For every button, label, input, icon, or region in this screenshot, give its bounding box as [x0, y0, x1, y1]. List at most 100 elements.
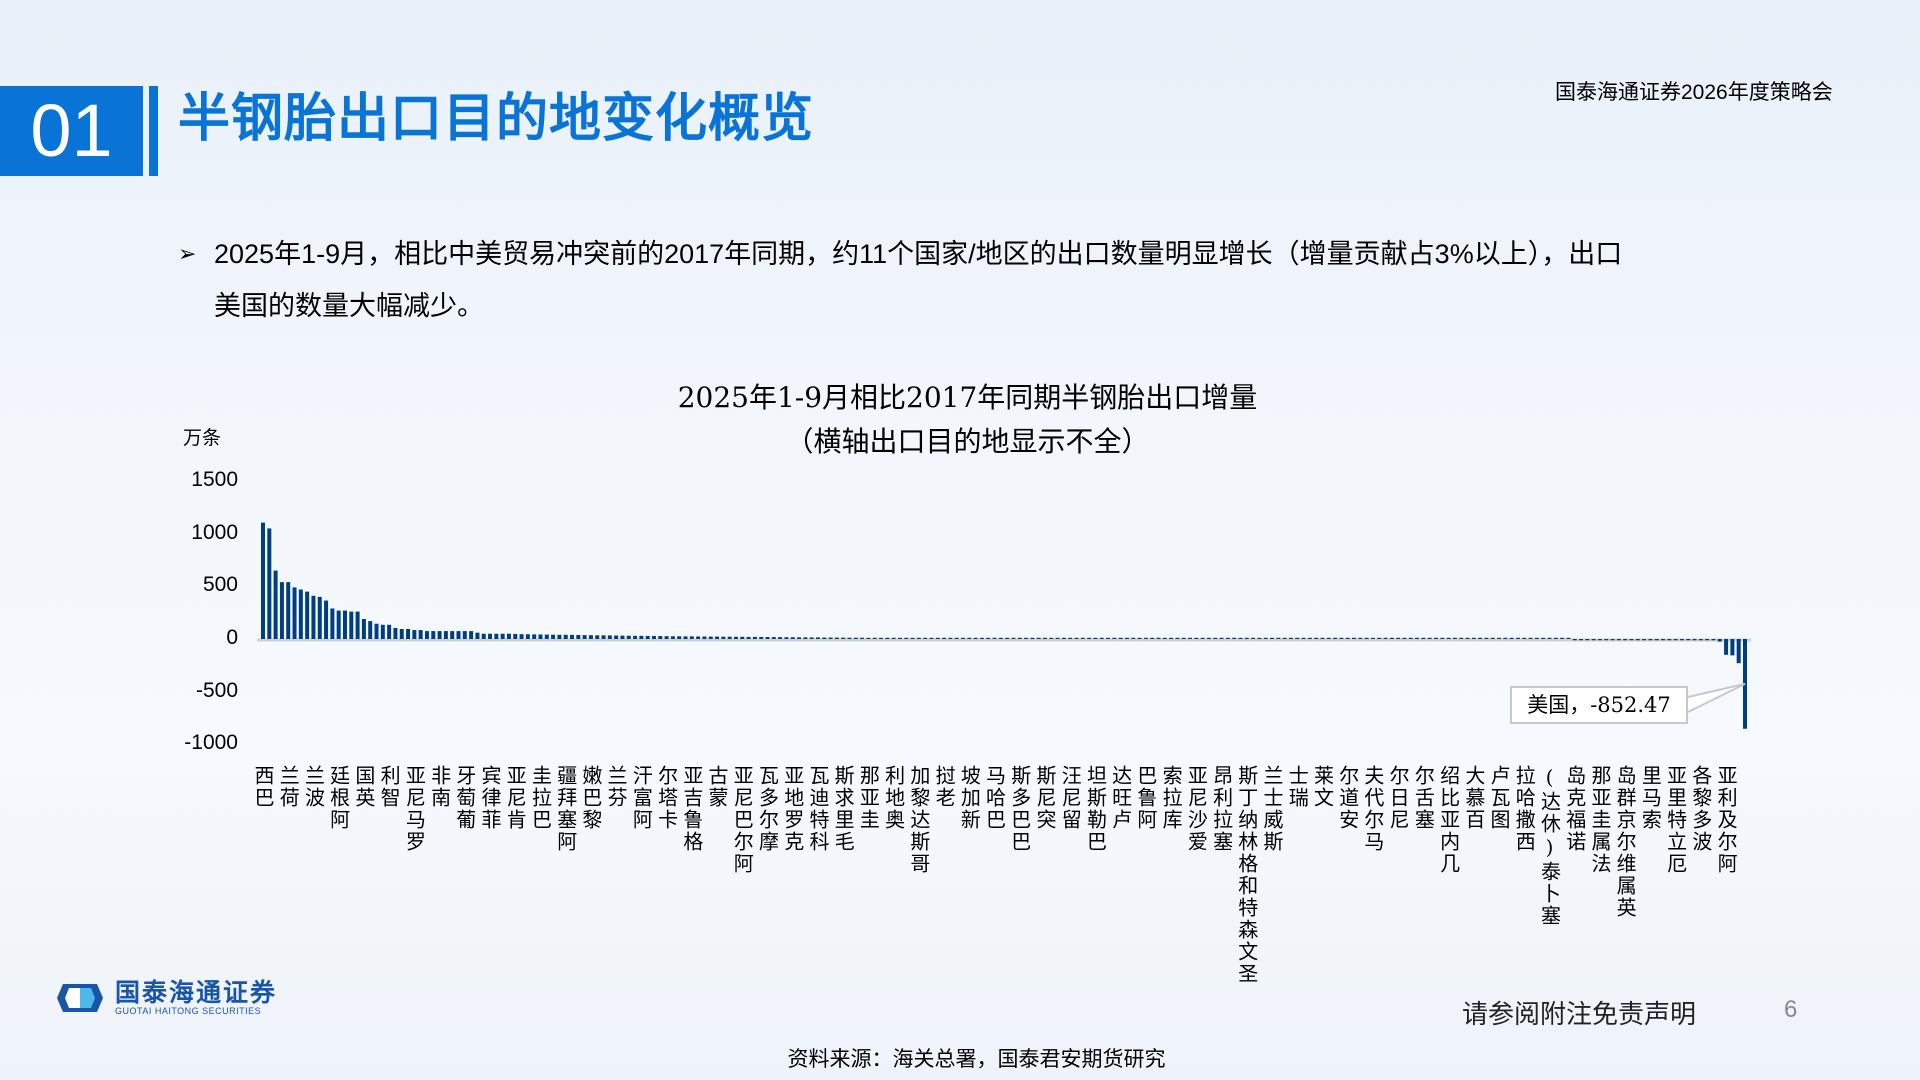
x-tick-label: 图瓦卢: [1487, 765, 1512, 831]
bar: [1333, 637, 1338, 639]
bar: [424, 631, 429, 639]
logo-text: 国泰海通证券: [115, 979, 278, 1007]
bar: [1686, 639, 1691, 641]
x-tick-label: 肯尼亚: [503, 765, 528, 831]
x-tick-label: 西撒哈拉: [1512, 765, 1537, 853]
bar: [330, 608, 335, 639]
bar: [1232, 637, 1237, 639]
bar: [1074, 637, 1079, 639]
bar: [1724, 639, 1729, 655]
x-tick-label: 英属维尔京群岛: [1613, 765, 1638, 919]
bar: [292, 587, 297, 639]
x-tick-label: 格鲁吉亚: [679, 765, 704, 853]
bar: [1188, 637, 1193, 639]
bar: [715, 636, 720, 639]
bar: [1017, 637, 1022, 639]
bar: [1509, 637, 1514, 639]
x-tick-label: 斯威士兰: [1260, 765, 1285, 853]
bar: [1553, 637, 1558, 639]
bar: [1036, 637, 1041, 639]
bar: [399, 628, 404, 639]
logo-icon: [57, 984, 103, 1012]
bar: [1042, 637, 1047, 639]
bar: [1452, 637, 1457, 639]
bar: [651, 636, 656, 639]
bar: [929, 637, 934, 639]
bar: [853, 637, 858, 639]
bar: [948, 637, 953, 639]
bar: [1591, 639, 1596, 641]
bar: [1124, 637, 1129, 639]
bar: [469, 631, 474, 639]
x-tick-label: 毛里求斯: [831, 765, 856, 853]
bar: [1661, 639, 1666, 641]
x-tick-label: 阿富汗: [629, 765, 654, 831]
bar: [342, 610, 347, 639]
bar: [595, 635, 600, 639]
bullet-text: 2025年1-9月，相比中美贸易冲突前的2017年同期，约11个国家/地区的出口…: [214, 239, 1623, 321]
bar: [891, 637, 896, 639]
bar: [601, 635, 606, 639]
bar: [349, 611, 354, 639]
x-tick-label: 阿尔巴尼亚: [730, 765, 755, 875]
annotation-pointer: [1687, 682, 1746, 713]
bar: [1648, 639, 1653, 641]
bar: [513, 633, 518, 639]
bar: [1244, 637, 1249, 639]
bar: [860, 637, 865, 639]
bar: [1194, 637, 1199, 639]
bar: [1547, 637, 1552, 639]
bar: [1698, 639, 1703, 641]
bar: [1560, 637, 1565, 639]
bar: [1478, 637, 1483, 639]
bar: [538, 634, 543, 639]
bar: [633, 635, 638, 639]
bar: [696, 636, 701, 639]
bar: [576, 634, 581, 639]
bar: [815, 637, 820, 639]
x-tick-label: 芬兰: [604, 765, 629, 809]
bar: [1061, 637, 1066, 639]
bar: [519, 634, 524, 639]
x-tick-label: 卡塔尔: [654, 765, 679, 831]
bar: [1326, 637, 1331, 639]
x-tick-label: 巴西: [251, 765, 275, 809]
bar: [954, 637, 959, 639]
bar: [1301, 637, 1306, 639]
y-tick-label: 500: [202, 573, 238, 597]
bar: [456, 631, 461, 639]
bar: [1484, 637, 1489, 639]
bar: [1402, 637, 1407, 639]
x-tick-label: 突尼斯: [1032, 765, 1057, 831]
bar: [1635, 639, 1640, 641]
bar: [1654, 639, 1659, 641]
bar: [1270, 637, 1275, 639]
bar: [1717, 639, 1722, 642]
x-tick-label: 库拉索: [1159, 765, 1184, 831]
x-tick-label: 葡萄牙: [452, 765, 477, 831]
bar: [1579, 639, 1584, 641]
bar: [1131, 637, 1136, 639]
bar: [380, 624, 385, 639]
bar: [935, 637, 940, 639]
bar: [261, 522, 265, 639]
y-tick-label: -500: [195, 678, 238, 702]
page-number: 6: [1784, 996, 1798, 1023]
bar: [746, 636, 751, 639]
section-divider: [149, 86, 158, 176]
bar: [740, 636, 745, 639]
us-annotation: 美国，-852.47: [1510, 686, 1688, 724]
x-tick-label: 圭亚那: [856, 765, 881, 831]
bar: [645, 635, 650, 639]
bar: [752, 636, 757, 639]
bar: [1415, 637, 1420, 639]
bar: [1364, 637, 1369, 639]
bar: [1320, 637, 1325, 639]
x-tick-label: 安道尔: [1335, 765, 1360, 831]
disclaimer-link[interactable]: 请参阅附注免责声明: [1462, 999, 1697, 1029]
bar: [885, 637, 890, 639]
bar: [1610, 639, 1615, 641]
bar: [582, 635, 587, 639]
page-title: 半钢胎出口目的地变化概览: [178, 90, 815, 148]
